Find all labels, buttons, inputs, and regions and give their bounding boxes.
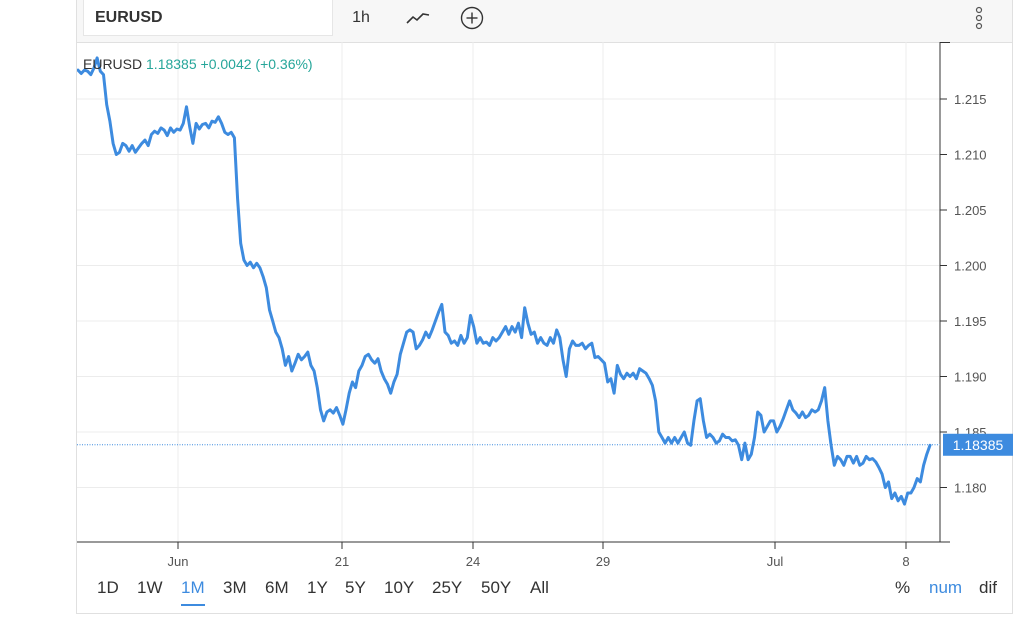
- y-tick-label: 1.190: [954, 370, 987, 385]
- x-tick-label: Jul: [767, 554, 784, 569]
- x-tick-label: 21: [335, 554, 349, 569]
- vertical-dots-icon: [975, 6, 983, 30]
- x-tick-label: 8: [902, 554, 909, 569]
- scale-button-percent[interactable]: %: [895, 578, 911, 597]
- y-tick-label: 1.205: [954, 203, 987, 218]
- range-button-3m[interactable]: 3M: [223, 578, 247, 597]
- range-button-1d[interactable]: 1D: [97, 578, 119, 597]
- scale-button-num[interactable]: num: [929, 578, 963, 597]
- range-button-50y[interactable]: 50Y: [481, 578, 512, 597]
- series-line: [77, 56, 932, 506]
- price-label-box: [943, 433, 1013, 456]
- scale-button-dif[interactable]: dif: [979, 578, 997, 597]
- chart-type-button[interactable]: [403, 0, 433, 36]
- legend-symbol: EURUSD: [83, 56, 143, 72]
- compare-button[interactable]: [457, 0, 487, 36]
- y-tick-label: 1.180: [954, 481, 987, 496]
- price-label: 1.18385: [953, 437, 1004, 453]
- range-button-6m[interactable]: 6M: [265, 578, 289, 597]
- range-button-1y[interactable]: 1Y: [307, 578, 328, 597]
- x-tick-label: 24: [466, 554, 480, 569]
- interval-button[interactable]: 1h: [352, 9, 370, 26]
- y-tick-label: 1.215: [954, 92, 987, 107]
- y-tick-label: 1.195: [954, 314, 987, 329]
- y-tick-label: 1.200: [954, 259, 987, 274]
- range-button-10y[interactable]: 10Y: [384, 578, 415, 597]
- chart-legend: EURUSD 1.18385 +0.0042 (+0.36%): [83, 56, 313, 72]
- menu-button[interactable]: [967, 0, 991, 36]
- price-chart[interactable]: 1.1801.1851.1901.1951.2001.2051.2101.215…: [77, 42, 1014, 578]
- chart-toolbar: EURUSD 1h: [77, 0, 1012, 43]
- range-button-5y[interactable]: 5Y: [345, 578, 366, 597]
- line-chart-icon: [406, 13, 430, 24]
- x-tick-label: Jun: [168, 554, 189, 569]
- range-button-all[interactable]: All: [530, 578, 549, 597]
- range-button-1w[interactable]: 1W: [137, 578, 163, 597]
- symbol-input[interactable]: EURUSD: [83, 0, 333, 36]
- legend-change: +0.0042 (+0.36%): [200, 56, 313, 72]
- x-tick-label: 29: [596, 554, 610, 569]
- plus-circle-icon: [460, 6, 484, 30]
- chart-widget: EURUSD 1h 1.180 1.185 1.190 1.195 1.200 1.205…: [76, 0, 1013, 614]
- range-button-1m[interactable]: 1M: [181, 578, 205, 606]
- range-button-25y[interactable]: 25Y: [432, 578, 463, 597]
- legend-price: 1.18385: [146, 56, 197, 72]
- y-tick-label: 1.210: [954, 148, 987, 163]
